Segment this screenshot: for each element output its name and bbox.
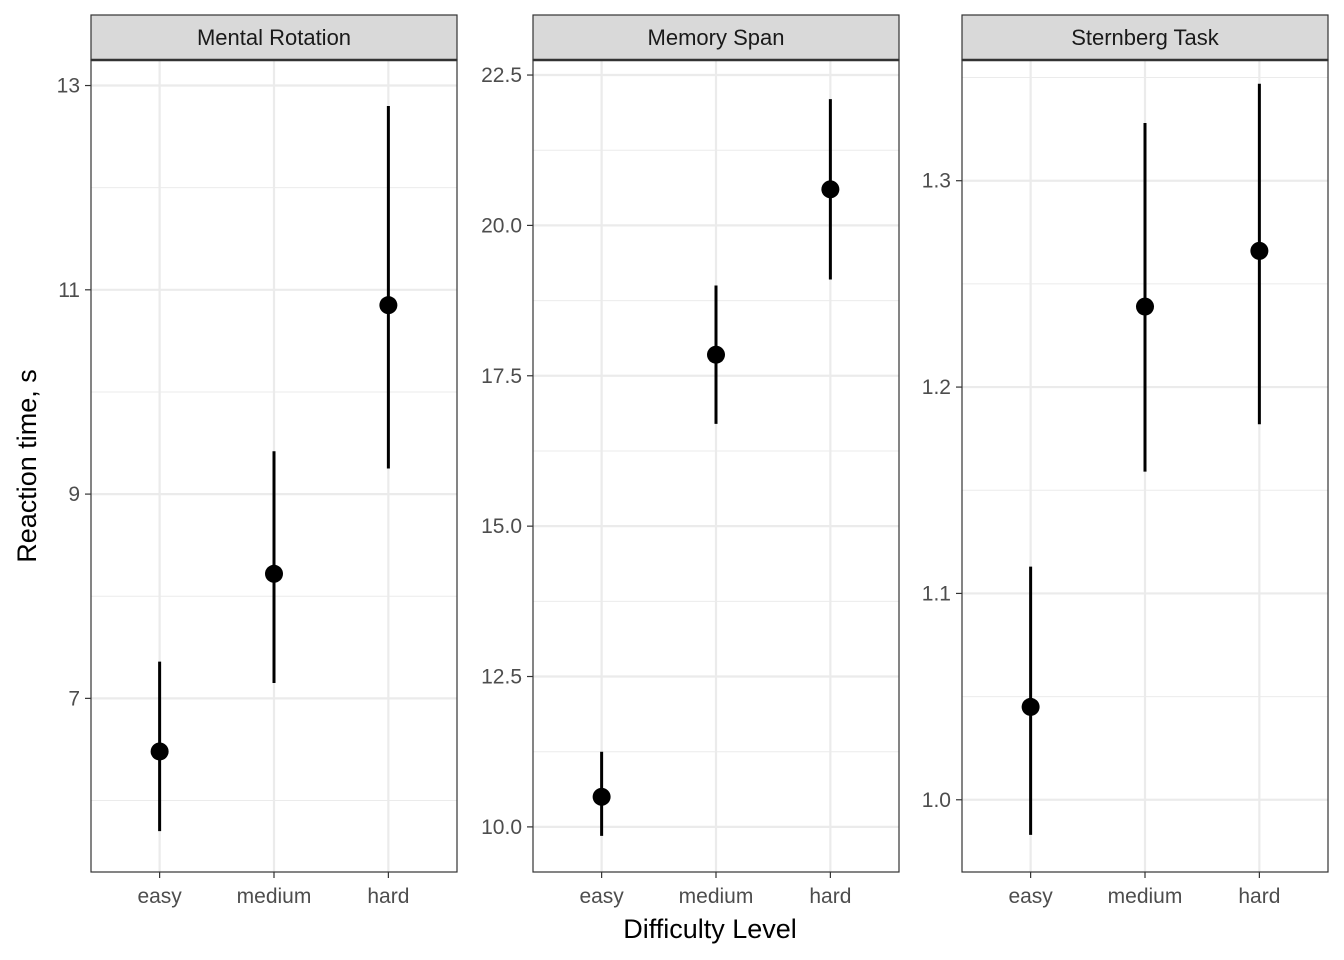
x-tick-label: easy: [1008, 885, 1053, 908]
x-tick-label: hard: [367, 885, 409, 908]
data-point: [821, 180, 840, 199]
y-tick-label: 22.5: [481, 64, 522, 87]
panel-title: Memory Span: [648, 25, 785, 50]
y-tick-label: 1.1: [922, 582, 951, 605]
y-tick-label: 1.2: [922, 376, 951, 399]
y-tick-label: 11: [58, 279, 80, 302]
data-point: [1250, 241, 1269, 260]
data-point: [265, 564, 283, 583]
data-point: [592, 787, 611, 806]
y-tick-label: 1.0: [922, 789, 951, 812]
x-tick-label: hard: [1238, 885, 1280, 908]
y-tick-label: 20.0: [481, 214, 522, 237]
y-tick-label: 12.5: [481, 666, 522, 689]
y-tick-label: 9: [68, 483, 80, 506]
strip-background: [532, 14, 900, 61]
panel-title: Mental Rotation: [197, 25, 351, 50]
data-point: [707, 345, 725, 364]
strip-background: [90, 14, 458, 61]
y-tick-label: 17.5: [481, 365, 522, 388]
y-tick-label: 1.3: [922, 170, 951, 193]
facet-panel: Sternberg Task 1.0 1.1 1.2 1.3 easy medium hard: [922, 14, 1329, 908]
data-point: [379, 296, 398, 315]
y-tick-label: 7: [68, 687, 80, 710]
y-tick-label: 10.0: [481, 816, 522, 839]
strip-background: [961, 14, 1329, 61]
x-axis-title: Difficulty Level: [623, 914, 797, 944]
data-point: [150, 742, 169, 761]
x-tick-label: hard: [809, 885, 851, 908]
x-tick-label: easy: [579, 885, 624, 908]
y-axis-title: Reaction time, s: [12, 369, 42, 563]
panel-title: Sternberg Task: [1071, 25, 1220, 50]
data-point: [1136, 297, 1154, 316]
facet-panel: Memory Span 10.0 12.5 15.0 17.5 20.0 22.5 easy m…: [481, 14, 900, 908]
facet-panel: Mental Rotation 7 9 11 13 easy medium hard: [57, 14, 458, 908]
data-point: [1021, 697, 1040, 716]
x-tick-label: medium: [237, 885, 312, 908]
y-tick-label: 13: [57, 75, 80, 98]
x-tick-label: medium: [679, 885, 754, 908]
x-tick-label: medium: [1108, 885, 1183, 908]
y-tick-label: 15.0: [481, 515, 522, 538]
x-tick-label: easy: [137, 885, 182, 908]
